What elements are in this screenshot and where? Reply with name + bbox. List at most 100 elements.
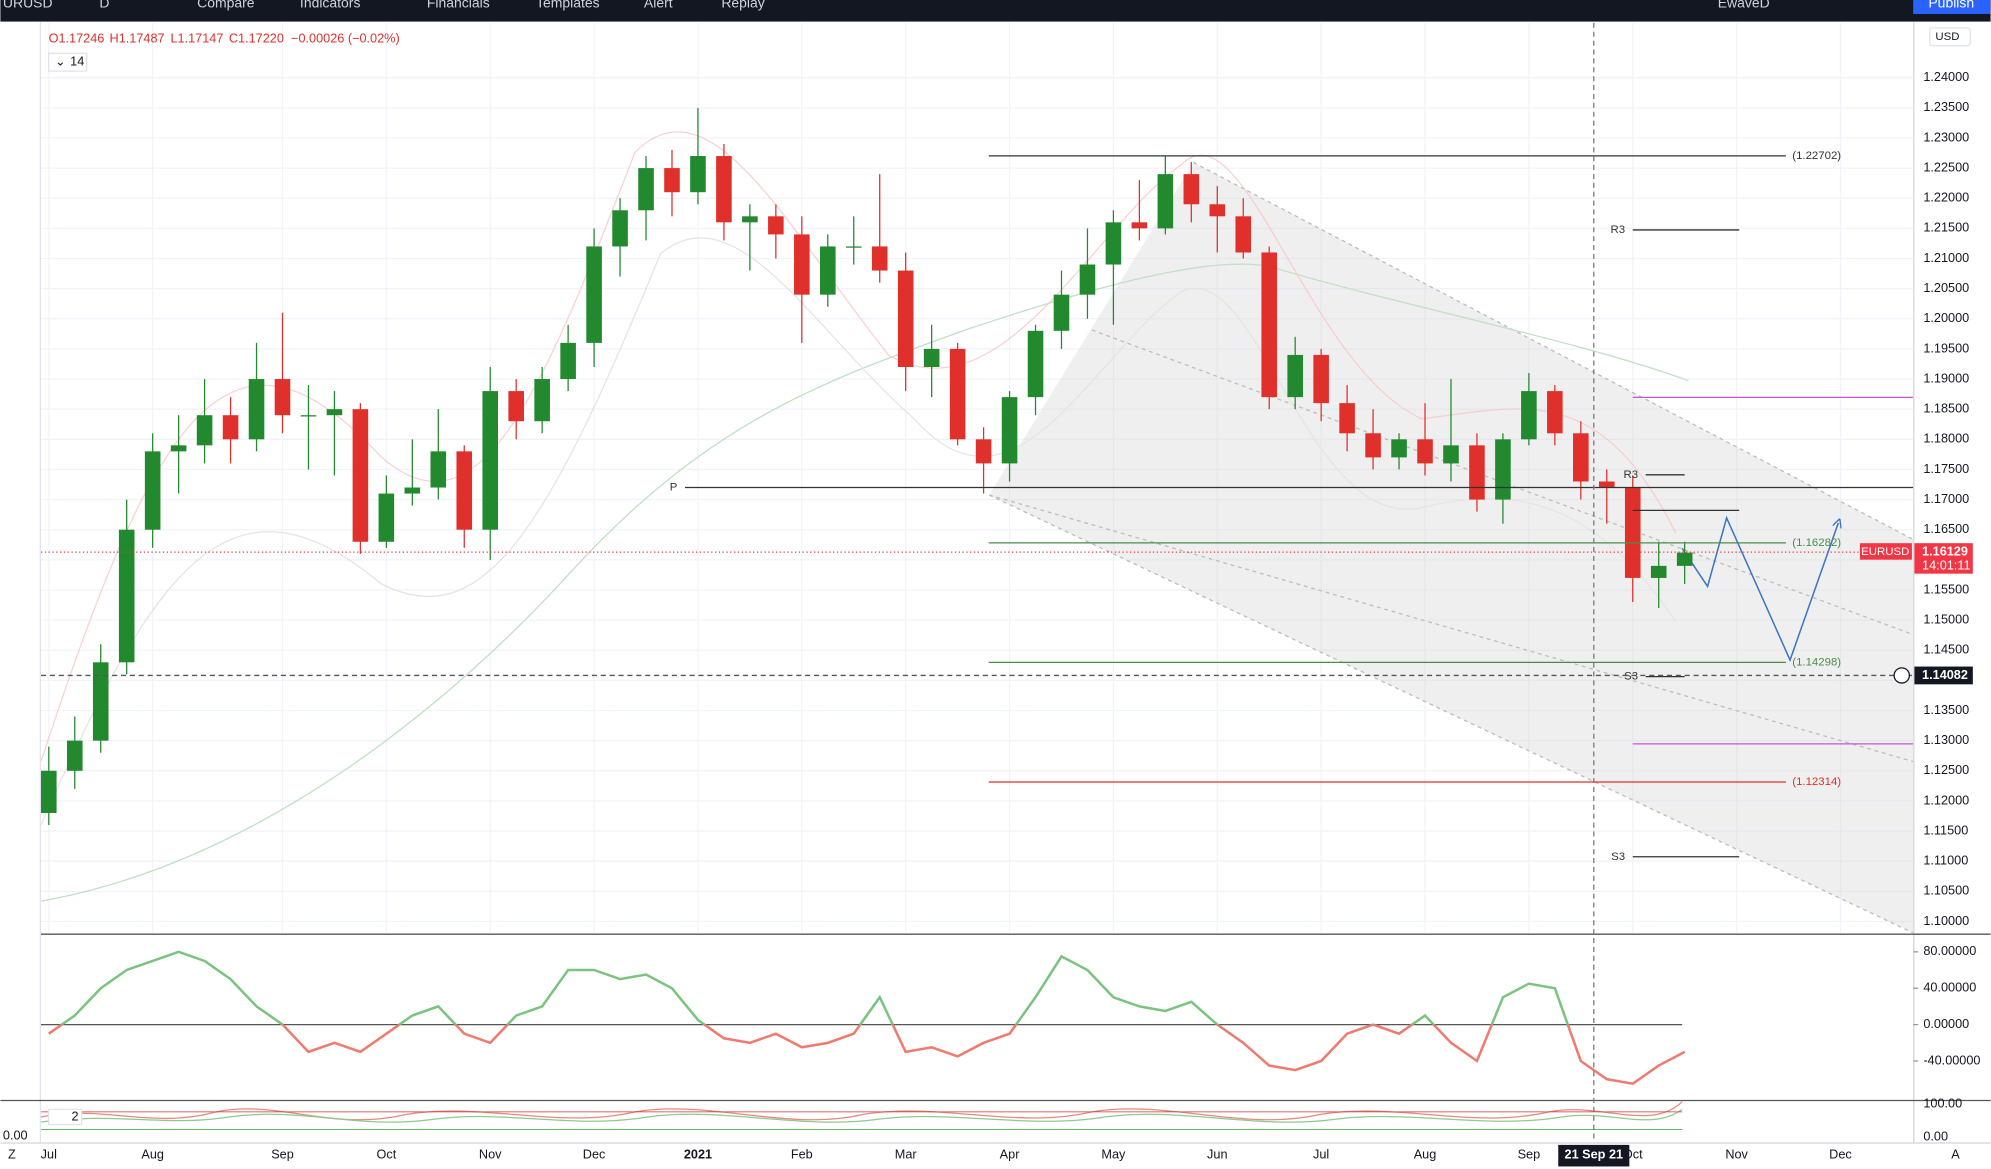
candle-body (975, 439, 992, 464)
level-label: (1.22702) (1792, 150, 1841, 162)
candle-body (1391, 439, 1407, 458)
interval[interactable]: D (99, 0, 109, 10)
candle-body (1131, 222, 1148, 229)
candle-body (1521, 391, 1537, 440)
y-tick-label: 1.10500 (1923, 884, 1969, 898)
toolbar-item[interactable]: Financials (427, 0, 490, 10)
x-tick-label: Apr (1000, 1147, 1021, 1161)
level-label: S3 (1611, 851, 1625, 863)
toolbar-item[interactable]: Templates (536, 0, 600, 10)
candle-body (1365, 433, 1381, 458)
x-tick-label: Sep (1518, 1147, 1541, 1161)
candle-body (1676, 552, 1693, 566)
candle-body (300, 415, 317, 417)
x-tick-label: Nov (479, 1147, 502, 1161)
channel-line (988, 161, 1914, 933)
level-label: (1.16282) (1792, 537, 1841, 549)
toolbar-bg (0, 0, 1991, 22)
x-tick-label: Jun (1207, 1147, 1227, 1161)
toolbar-item[interactable]: Indicators (300, 0, 361, 10)
candle-body (586, 246, 602, 343)
x-tick-label: Feb (791, 1147, 813, 1161)
candle-body (1598, 481, 1615, 488)
indicator-length[interactable]: 14 (70, 55, 84, 69)
crosshair-date-box (1558, 1144, 1630, 1167)
candle-body (923, 348, 940, 367)
candle-body (1417, 439, 1433, 464)
footer-left[interactable]: Z (8, 1147, 16, 1161)
candle-body (378, 493, 395, 542)
candle-body (1235, 216, 1252, 253)
candle-body (949, 348, 966, 440)
y-tick-label: 1.14500 (1923, 643, 1969, 657)
y-tick-label: 1.19000 (1923, 371, 1969, 385)
symbol-tag-label: EURUSD (1861, 546, 1909, 558)
y-tick-label: 1.15000 (1923, 612, 1969, 626)
candle-body (1339, 403, 1355, 434)
stoch-tick: 100.00 (1923, 1097, 1962, 1111)
level-label: S3 (1624, 671, 1638, 683)
ohlc-high: H1.17487 (110, 32, 165, 46)
oscillator-line-up (59, 950, 1570, 1025)
y-tick-label: 1.18500 (1923, 402, 1969, 416)
toolbar-item[interactable]: Compare (197, 0, 255, 10)
candle-body (1079, 264, 1096, 295)
candle-body (170, 445, 187, 452)
y-tick-label: 1.16500 (1923, 522, 1969, 536)
x-tick-label: Oct (376, 1147, 396, 1161)
user[interactable]: EwaveD (1718, 0, 1770, 10)
publish-label[interactable]: Publish (1928, 0, 1974, 10)
bollinger-band (41, 237, 1677, 826)
y-tick-label: 1.20500 (1923, 281, 1969, 295)
candle-body (897, 270, 914, 367)
candle-body (222, 415, 239, 440)
x-tick-label: Dec (1829, 1147, 1852, 1161)
currency[interactable]: USD (1935, 31, 1959, 43)
symbol[interactable]: URUSD (3, 0, 53, 10)
y-tick-label: 1.15500 (1923, 582, 1969, 596)
candle-body (1209, 204, 1226, 217)
candle-body (1469, 445, 1485, 500)
footer-right[interactable]: A (1951, 1147, 1960, 1161)
y-tick-label: 1.10000 (1923, 914, 1969, 928)
pane-count[interactable]: 2 (71, 1109, 78, 1123)
candle-body (482, 391, 499, 530)
y-tick-label: 1.23000 (1923, 130, 1969, 144)
candle-body (352, 409, 369, 542)
y-tick-label: 0.00000 (1923, 1017, 1969, 1031)
regression-channel (989, 162, 1914, 933)
y-tick-label: 1.22000 (1923, 191, 1969, 205)
candle-body (768, 216, 784, 235)
candle-body (1495, 439, 1511, 500)
crosshair-add[interactable] (1893, 667, 1911, 684)
candle-body (534, 379, 550, 422)
pane-toggle[interactable] (47, 1108, 83, 1126)
y-tick-label: 1.11000 (1923, 854, 1968, 868)
y-tick-label: 1.21000 (1923, 251, 1969, 265)
toolbar-item[interactable]: Alert (644, 0, 673, 10)
collapse-icon[interactable]: ⌄ (55, 55, 66, 69)
x-tick-label: Nov (1725, 1147, 1748, 1161)
y-tick-label: 80.00000 (1923, 944, 1976, 958)
candle-body (274, 379, 291, 416)
stoch-line (40, 1101, 1683, 1121)
toolbar-item[interactable]: Replay (721, 0, 764, 10)
publish-button[interactable] (1913, 0, 1991, 14)
y-tick-label: 1.24000 (1923, 70, 1969, 84)
candle-body (196, 415, 213, 446)
countdown: 14:01:11 (1922, 558, 1970, 572)
candle-body (1183, 174, 1200, 205)
candle-body (638, 168, 654, 211)
crosshair-date: 21 Sep 21 (1565, 1147, 1624, 1161)
currency-button[interactable] (1929, 27, 1971, 47)
x-tick-label: Aug (141, 1147, 164, 1161)
last-price-box (1914, 543, 1973, 574)
x-tick-label: Jul (1313, 1147, 1329, 1161)
stoch-left-tick: 0.00 (3, 1128, 28, 1142)
x-tick-label: 2021 (684, 1147, 712, 1161)
y-tick-label: 40.00000 (1923, 981, 1976, 995)
indicator-toggle[interactable] (47, 52, 88, 72)
y-tick-label: 1.20000 (1923, 311, 1969, 325)
